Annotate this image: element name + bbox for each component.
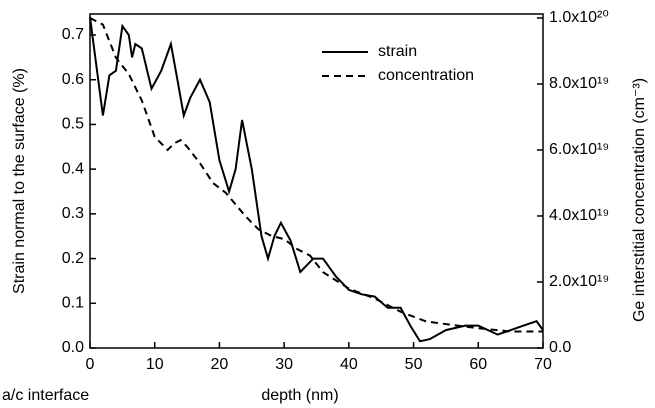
y2-tick-label: 2.0x10¹⁹ — [549, 273, 609, 290]
x-axis-label: depth (nm) — [261, 387, 338, 404]
series-line — [89, 17, 543, 333]
y2-tick-label: 8.0x10¹⁹ — [549, 75, 609, 92]
y-axis-label: Strain normal to the surface (%) — [11, 68, 28, 294]
y-tick-label: 0.0 — [62, 339, 84, 356]
y-tick-label: 0.3 — [62, 205, 84, 222]
x-tick-label: 40 — [340, 356, 358, 373]
annotation: a/c interface — [2, 387, 89, 404]
legend-label: concentration — [378, 67, 474, 84]
plot-frame — [89, 13, 544, 349]
x-tick-label: 20 — [211, 356, 229, 373]
y-tick-label: 0.7 — [62, 26, 84, 43]
y2-tick-label: 4.0x10¹⁹ — [549, 207, 609, 224]
legend-label: strain — [378, 43, 417, 60]
y2-tick-label: 0.0 — [549, 339, 571, 356]
y-tick-label: 0.2 — [62, 250, 84, 267]
y-tick-label: 0.5 — [62, 116, 84, 133]
x-tick-label: 60 — [469, 356, 487, 373]
series-line — [89, 16, 544, 343]
y-tick-label: 0.1 — [62, 295, 84, 312]
x-tick-label: 30 — [275, 356, 293, 373]
x-tick-label: 0 — [86, 356, 95, 373]
y-tick-label: 0.6 — [62, 71, 84, 88]
x-tick-label: 10 — [146, 356, 164, 373]
x-tick-label: 50 — [405, 356, 423, 373]
x-tick-label: 70 — [534, 356, 552, 373]
y2-axis-label: Ge interstitial concentration (cm⁻³) — [631, 78, 648, 322]
y-tick-label: 0.4 — [62, 160, 84, 177]
y2-tick-label: 6.0x10¹⁹ — [549, 141, 609, 158]
y2-tick-label: 1.0x10²⁰ — [549, 9, 609, 26]
